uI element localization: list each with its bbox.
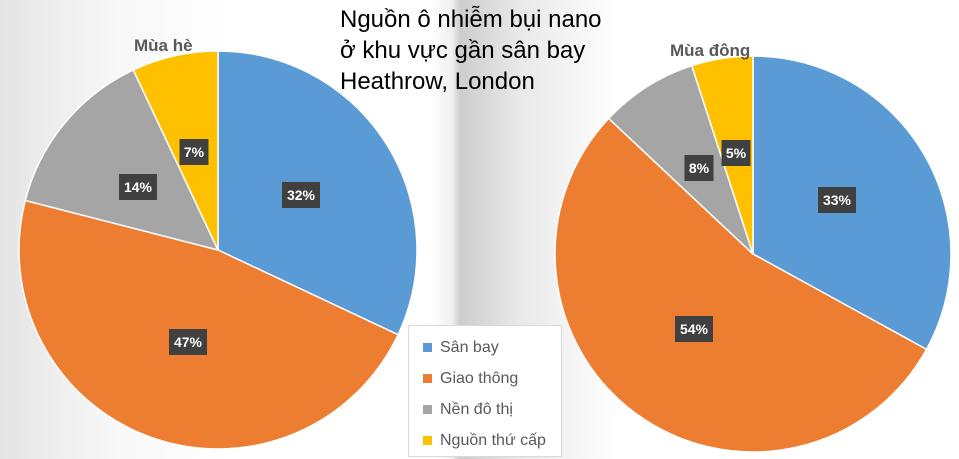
- pie-summer-data-label-text-san-bay: 32%: [287, 187, 316, 203]
- pie-summer-data-label-box-nen-do-thi: [119, 174, 157, 200]
- legend-swatch-nen-do-thi: [423, 405, 432, 414]
- legend-label-nguon-thu-cap: Nguồn thứ cấp: [440, 431, 546, 449]
- pie-summer-slice-nguon-thu-cap: [132, 50, 219, 251]
- chart-title-line-1: Nguồn ô nhiễm bụi nano: [340, 6, 602, 33]
- pie-summer-data-label-text-giao-thong: 47%: [174, 334, 203, 350]
- legend-label-nen-do-thi: Nền đô thị: [440, 400, 513, 418]
- legend-item-nguon-thu-cap: Nguồn thứ cấp: [423, 425, 561, 456]
- pie-summer-data-label-box-giao-thong: [169, 329, 207, 355]
- pie-summer-slice-giao-thong: [18, 199, 400, 450]
- legend-item-nen-do-thi: Nền đô thị: [423, 394, 561, 425]
- pie-summer-data-label-box-san-bay: [282, 182, 320, 208]
- pie-winter-data-label-nen-do-thi: 8%: [684, 155, 714, 181]
- legend-label-san-bay: Sân bay: [440, 338, 499, 356]
- chart-title-line-2: ở khu vực gần sân bay: [340, 37, 586, 64]
- pie-winter-data-label-box-nguon-thu-cap: [721, 140, 751, 166]
- pie-winter-data-label-text-nen-do-thi: 8%: [689, 160, 710, 176]
- chart-legend: Sân bay Giao thông Nền đô thị Nguồn thứ …: [408, 325, 562, 457]
- pie-winter-data-label-san-bay: 33%: [818, 187, 856, 213]
- pie-winter-data-label-text-giao-thong: 54%: [680, 321, 709, 337]
- legend-swatch-giao-thong: [423, 374, 432, 383]
- pie-summer-data-label-san-bay: 32%: [282, 182, 320, 208]
- pie-winter-data-label-giao-thong: 54%: [675, 316, 713, 342]
- pie-summer-data-label-box-nguon-thu-cap: [179, 139, 209, 165]
- pie-winter-slice-nen-do-thi: [607, 64, 754, 255]
- pie-summer-data-label-text-nen-do-thi: 14%: [124, 179, 153, 195]
- pie-summer-data-label-nguon-thu-cap: 7%: [179, 139, 209, 165]
- legend-swatch-nguon-thu-cap: [423, 436, 432, 445]
- pie-title-summer: Mùa hè: [134, 36, 193, 55]
- legend-item-giao-thong: Giao thông: [423, 363, 561, 394]
- pie-summer-data-label-text-nguon-thu-cap: 7%: [184, 144, 205, 160]
- pie-winter-data-label-box-san-bay: [818, 187, 856, 213]
- pie-winter-data-label-text-nguon-thu-cap: 5%: [726, 145, 747, 161]
- chart-title: Nguồn ô nhiễm bụi nano ở khu vực gần sân…: [340, 4, 602, 97]
- pie-winter-slice-giao-thong: [554, 117, 928, 453]
- chart-title-line-3: Heathrow, London: [340, 68, 535, 95]
- legend-item-san-bay: Sân bay: [423, 332, 561, 363]
- pie-summer-data-label-nen-do-thi: 14%: [119, 174, 157, 200]
- legend-label-giao-thong: Giao thông: [440, 369, 519, 387]
- pie-winter-data-label-nguon-thu-cap: 5%: [721, 140, 751, 166]
- pie-winter-data-label-box-nen-do-thi: [684, 155, 714, 181]
- pie-summer-data-label-giao-thong: 47%: [169, 329, 207, 355]
- pie-winter-data-label-box-giao-thong: [675, 316, 713, 342]
- pie-title-winter: Mùa đông: [670, 41, 751, 60]
- legend-swatch-san-bay: [423, 343, 432, 352]
- pie-summer-slice-nen-do-thi: [24, 68, 220, 252]
- pie-winter-data-label-text-san-bay: 33%: [823, 192, 852, 208]
